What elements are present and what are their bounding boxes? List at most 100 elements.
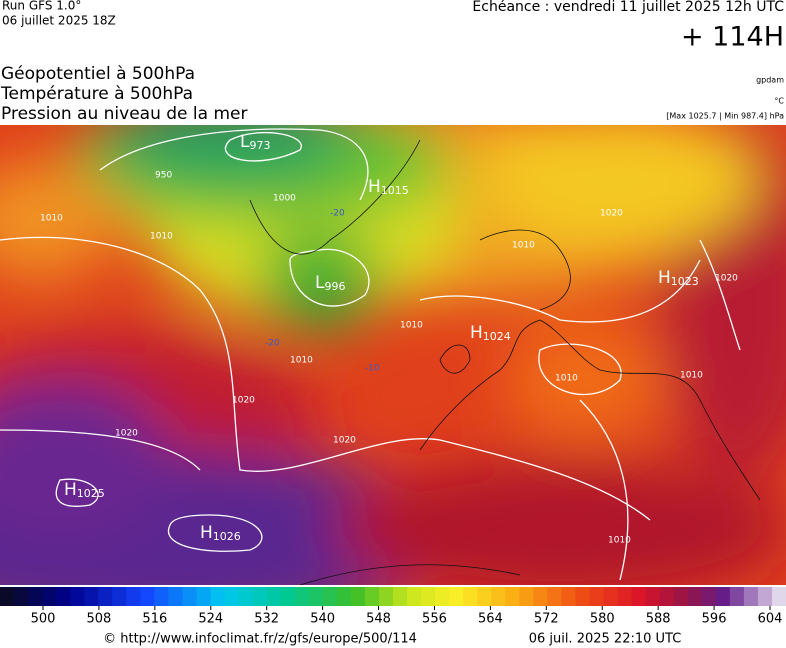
colorbar-cell xyxy=(659,587,675,606)
colorbar-cell xyxy=(266,587,282,606)
colorbar-cell xyxy=(631,587,647,606)
title: Pression au niveau de la mer xyxy=(1,104,247,124)
echeance: Echéance : vendredi 11 juillet 2025 12h … xyxy=(472,0,784,15)
colorbar-cell xyxy=(168,587,183,606)
colorbar-tick-label: 580 xyxy=(590,612,615,627)
isobar-label: 1010 xyxy=(680,371,703,381)
footer-timestamp: 06 juil. 2025 22:10 UTC xyxy=(529,632,682,647)
colorbar-cell xyxy=(701,587,717,606)
colorbar-tick-label: 564 xyxy=(478,612,503,627)
colorbar-cell xyxy=(70,587,85,606)
colorbar-tick-label: 532 xyxy=(254,612,279,627)
temperature-label: -20 xyxy=(265,339,280,349)
colorbar-cell xyxy=(519,587,534,606)
pressure-center: L973 xyxy=(240,132,270,152)
isobar-label: 1000 xyxy=(273,194,296,204)
colorbar-cell xyxy=(393,587,408,606)
colorbar-cell xyxy=(617,587,633,606)
colorbar-cell xyxy=(98,587,113,606)
pressure-center: H1024 xyxy=(470,323,511,343)
isobar-label: 1010 xyxy=(290,356,313,366)
title: Température à 500hPa xyxy=(0,84,193,104)
colorbar-cell xyxy=(477,587,492,606)
colorbar-cell xyxy=(687,587,703,606)
colorbar-tick-label: 588 xyxy=(646,612,671,627)
colorbar-cell xyxy=(547,587,562,606)
colorbar-cell xyxy=(182,587,197,606)
colorbar-cell xyxy=(14,587,29,606)
isobar-label: 1020 xyxy=(232,396,255,406)
lead-time: + 114H xyxy=(681,22,784,53)
colorbar-cell xyxy=(350,587,366,606)
colorbar-tick-label: 540 xyxy=(310,612,335,627)
pressure-center: L996 xyxy=(315,273,345,293)
colorbar-cell xyxy=(42,587,57,606)
colorbar-cell xyxy=(0,587,15,606)
colorbar-cell xyxy=(56,587,71,606)
colorbar-cell xyxy=(715,587,731,606)
colorbar-tick-label: 524 xyxy=(198,612,223,627)
temperature-label: -10 xyxy=(365,364,380,374)
isobar-label: 1010 xyxy=(400,321,423,331)
isobar-label: 1010 xyxy=(512,241,535,251)
colorbar-cell xyxy=(463,587,478,606)
colorbar-cell xyxy=(252,587,268,606)
colorbar-tick-label: 572 xyxy=(534,612,559,627)
temperature-label: -20 xyxy=(330,209,345,219)
colorbar-tick-label: 548 xyxy=(366,612,391,627)
run: Run GFS 1.0° xyxy=(2,0,81,13)
pressure-center: H1026 xyxy=(200,523,241,543)
colorbar-tick-label: 508 xyxy=(87,612,112,627)
colorbar-cell xyxy=(729,587,745,606)
isobar-label: 1020 xyxy=(115,429,138,439)
map xyxy=(0,125,786,585)
colorbar-cell xyxy=(757,587,773,606)
run-date: 06 juillet 2025 18Z xyxy=(2,14,116,28)
pressure-center: H1023 xyxy=(658,268,699,288)
colorbar: 500 508 516 524 532 540 548 556 564 572 580 588 596 6… xyxy=(0,587,786,627)
isobar-label: 1020 xyxy=(715,274,738,284)
colorbar-cell xyxy=(364,587,380,606)
unit: gpdam xyxy=(756,76,784,85)
isobar-label: 1010 xyxy=(608,536,631,546)
footer-url: © http://www.infoclimat.fr/z/gfs/europe/… xyxy=(103,632,417,647)
isobar-label: 1020 xyxy=(333,436,356,446)
colorbar-cell xyxy=(673,587,689,606)
colorbar-cell xyxy=(603,587,619,606)
colorbar-cell xyxy=(743,587,759,606)
pressure-center: H1015 xyxy=(368,177,409,197)
colorbar-cell xyxy=(84,587,99,606)
pressure-center: H1025 xyxy=(64,480,105,500)
unit: °C xyxy=(774,97,784,106)
title: Géopotentiel à 500hPa xyxy=(1,64,195,84)
colorbar-tick-label: 556 xyxy=(422,612,447,627)
colorbar-cell xyxy=(126,587,141,606)
colorbar-cell xyxy=(561,587,576,606)
colorbar-cell xyxy=(140,587,155,606)
colorbar-cell xyxy=(589,587,605,606)
colorbar-cell xyxy=(224,587,240,606)
colorbar-cell xyxy=(421,587,436,606)
colorbar-cell xyxy=(533,587,548,606)
isobar-label: 1020 xyxy=(600,209,623,219)
colorbar-cell xyxy=(294,587,310,606)
colorbar-cell xyxy=(435,587,450,606)
colorbar-tick-label: 604 xyxy=(758,612,783,627)
colorbar-cell xyxy=(28,587,43,606)
colorbar-tick-label: 500 xyxy=(31,612,56,627)
colorbar-cell xyxy=(645,587,661,606)
isobar-label: 950 xyxy=(155,171,172,181)
isobar-label: 1010 xyxy=(555,374,578,384)
colorbar-cell xyxy=(154,587,169,606)
colorbar-cell xyxy=(322,587,338,606)
colorbar-cell xyxy=(407,587,422,606)
colorbar-cell xyxy=(505,587,520,606)
unit: [Max 1025.7 | Min 987.4] hPa xyxy=(666,112,784,121)
colorbar-cell xyxy=(575,587,590,606)
colorbar-cell xyxy=(308,587,324,606)
isobar-label: 1010 xyxy=(40,214,63,224)
colorbar-cell xyxy=(210,587,226,606)
colorbar-cell xyxy=(196,587,212,606)
colorbar-cell xyxy=(449,587,464,606)
